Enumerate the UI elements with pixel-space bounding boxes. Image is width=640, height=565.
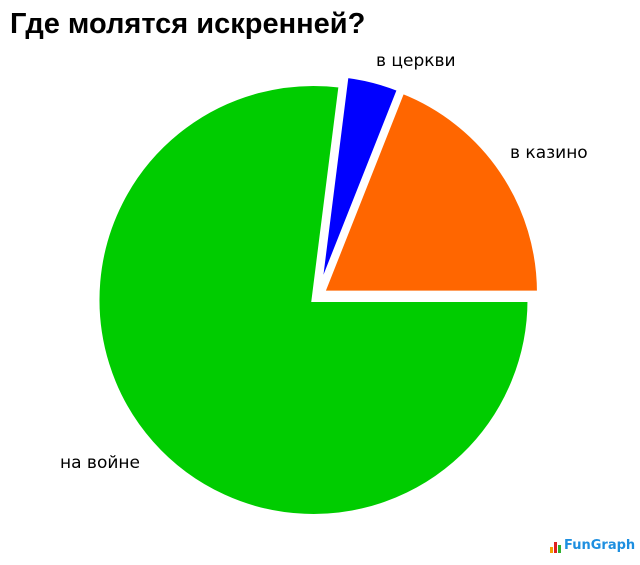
pie-slice-0 — [320, 89, 541, 295]
logo-bars-icon — [550, 538, 562, 553]
slice-label-1: в церкви — [376, 51, 456, 71]
pie-slice-2 — [95, 81, 532, 518]
logo-text: FunGraph — [564, 538, 636, 553]
pie-slice-1 — [317, 73, 402, 291]
slice-label-0: в казино — [510, 143, 588, 163]
chart-title: Где молятся искренней? — [10, 8, 366, 40]
fungraph-logo: FunGraph — [550, 538, 635, 553]
slice-label-2: на войне — [60, 453, 140, 473]
